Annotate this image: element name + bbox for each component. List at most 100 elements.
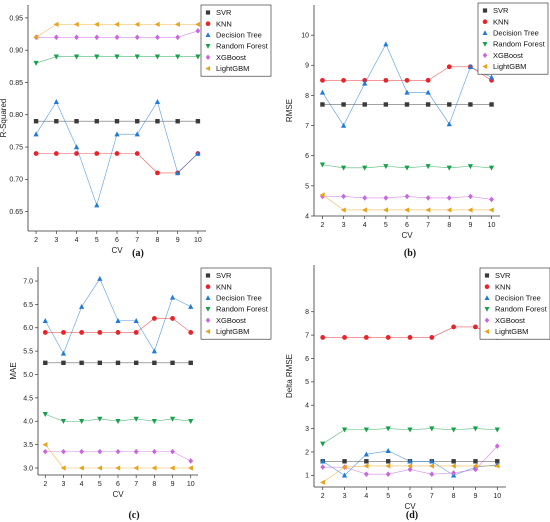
data-point xyxy=(115,448,121,455)
legend-entry: Random Forest xyxy=(216,305,269,314)
data-point xyxy=(42,330,48,335)
data-point xyxy=(341,77,346,83)
legend-entry: LightGBM xyxy=(216,64,249,73)
y-tick-label: 0.85 xyxy=(9,80,23,87)
legend-marker xyxy=(484,329,490,334)
series-lightgbm xyxy=(42,442,193,471)
data-point xyxy=(451,324,457,330)
data-point xyxy=(320,441,326,447)
x-tick-label: 2 xyxy=(321,493,325,500)
data-point xyxy=(446,165,452,171)
series-random-forest xyxy=(33,54,201,66)
x-tick-label: 8 xyxy=(447,222,451,229)
y-tick-label: 3.0 xyxy=(23,465,33,472)
data-point xyxy=(468,102,473,107)
data-point xyxy=(152,360,157,366)
data-point xyxy=(495,459,500,464)
data-point xyxy=(94,151,100,156)
legend-marker xyxy=(482,19,488,25)
legend-marker xyxy=(482,8,488,13)
data-point xyxy=(494,427,500,433)
data-point xyxy=(488,165,495,171)
data-point xyxy=(404,89,410,95)
data-point xyxy=(154,99,161,105)
data-point xyxy=(133,330,139,335)
x-tick-label: 3 xyxy=(54,237,58,244)
legend-box xyxy=(200,4,272,77)
data-point xyxy=(467,164,474,170)
data-point xyxy=(494,463,500,469)
data-point xyxy=(187,465,193,471)
data-point xyxy=(340,207,346,213)
y-tick-label: 7.0 xyxy=(23,278,33,285)
y-tick-label: 0.80 xyxy=(9,112,23,119)
series-random-forest xyxy=(320,426,500,447)
data-point xyxy=(154,54,161,60)
data-point xyxy=(135,119,140,124)
data-point xyxy=(74,151,79,156)
data-point xyxy=(425,207,431,213)
y-tick-label: 4.5 xyxy=(23,395,33,402)
data-point xyxy=(407,335,413,340)
data-point xyxy=(320,464,326,470)
y-tick-label: 9 xyxy=(305,63,309,70)
data-point xyxy=(54,119,59,124)
data-point xyxy=(446,121,452,127)
legend-entry: Decision Tree xyxy=(216,31,262,40)
data-point xyxy=(404,193,410,200)
data-point xyxy=(473,459,478,464)
x-tick-label: 9 xyxy=(176,237,180,244)
legend-entry: LightGBM xyxy=(493,62,526,71)
data-point xyxy=(79,303,85,309)
x-axis-label: CV xyxy=(112,490,124,499)
data-point xyxy=(115,465,121,471)
x-tick-label: 4 xyxy=(364,493,368,500)
data-point xyxy=(319,479,325,485)
x-tick-label: 7 xyxy=(134,481,138,488)
data-point xyxy=(385,459,391,464)
data-point xyxy=(451,470,457,476)
data-point xyxy=(404,165,410,171)
legend-marker xyxy=(482,30,488,35)
data-point xyxy=(429,463,435,469)
y-tick-label: 3 xyxy=(305,426,309,433)
data-point xyxy=(134,54,140,60)
series-random-forest xyxy=(319,162,495,171)
legend-entry: XGBoost xyxy=(493,51,524,60)
data-point xyxy=(170,316,175,321)
data-point xyxy=(115,419,121,425)
legend-entry: KNN xyxy=(216,282,232,291)
data-point xyxy=(363,451,369,457)
series-xgboost xyxy=(42,448,194,464)
data-point xyxy=(425,102,431,107)
data-point xyxy=(33,131,39,137)
legend-entry: Decision Tree xyxy=(495,294,541,303)
data-point xyxy=(407,463,413,469)
chart-panel-3: 3.0 3.5 4.0 4.5 5.0 5.5 6.0 6.5 7.0 2 3 4 5 6 7 8 9 10 CV M… xyxy=(9,267,272,521)
y-tick-label: 1 xyxy=(305,473,309,480)
data-point xyxy=(467,63,474,69)
x-tick-label: 2 xyxy=(43,481,47,488)
x-tick-label: 5 xyxy=(386,493,390,500)
data-point xyxy=(73,21,79,27)
data-point xyxy=(151,465,157,471)
legend-marker xyxy=(482,64,488,69)
data-point xyxy=(425,77,431,83)
data-point xyxy=(383,41,389,47)
legend-entry: KNN xyxy=(493,17,509,26)
series-decision-tree xyxy=(319,41,495,128)
data-point xyxy=(363,471,369,477)
data-point xyxy=(114,21,120,27)
data-point xyxy=(451,459,456,464)
data-point xyxy=(154,21,160,27)
x-tick-label: 7 xyxy=(135,237,139,244)
data-point xyxy=(341,102,346,107)
y-tick-label: 6.0 xyxy=(23,325,33,332)
data-point xyxy=(425,164,431,170)
legend-marker xyxy=(205,284,211,290)
data-point xyxy=(364,459,369,464)
x-tick-label: 5 xyxy=(384,222,388,229)
data-point xyxy=(175,54,181,60)
